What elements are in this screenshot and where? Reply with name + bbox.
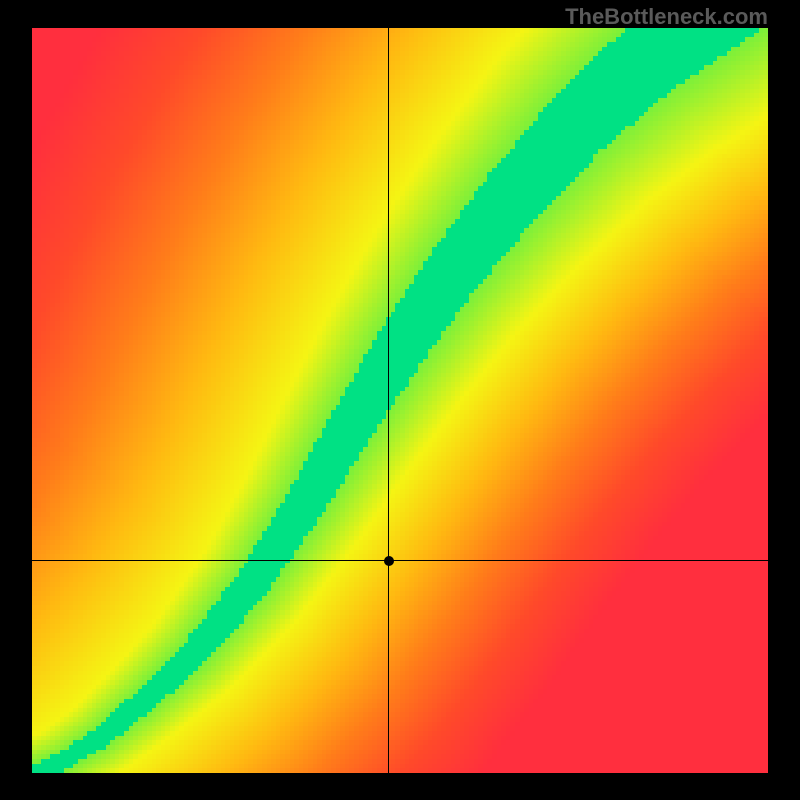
bottleneck-heatmap: [32, 28, 768, 773]
crosshair-vertical-line: [388, 28, 389, 773]
crosshair-horizontal-line: [32, 560, 768, 561]
watermark-text: TheBottleneck.com: [565, 4, 768, 30]
crosshair-marker-dot: [384, 556, 394, 566]
